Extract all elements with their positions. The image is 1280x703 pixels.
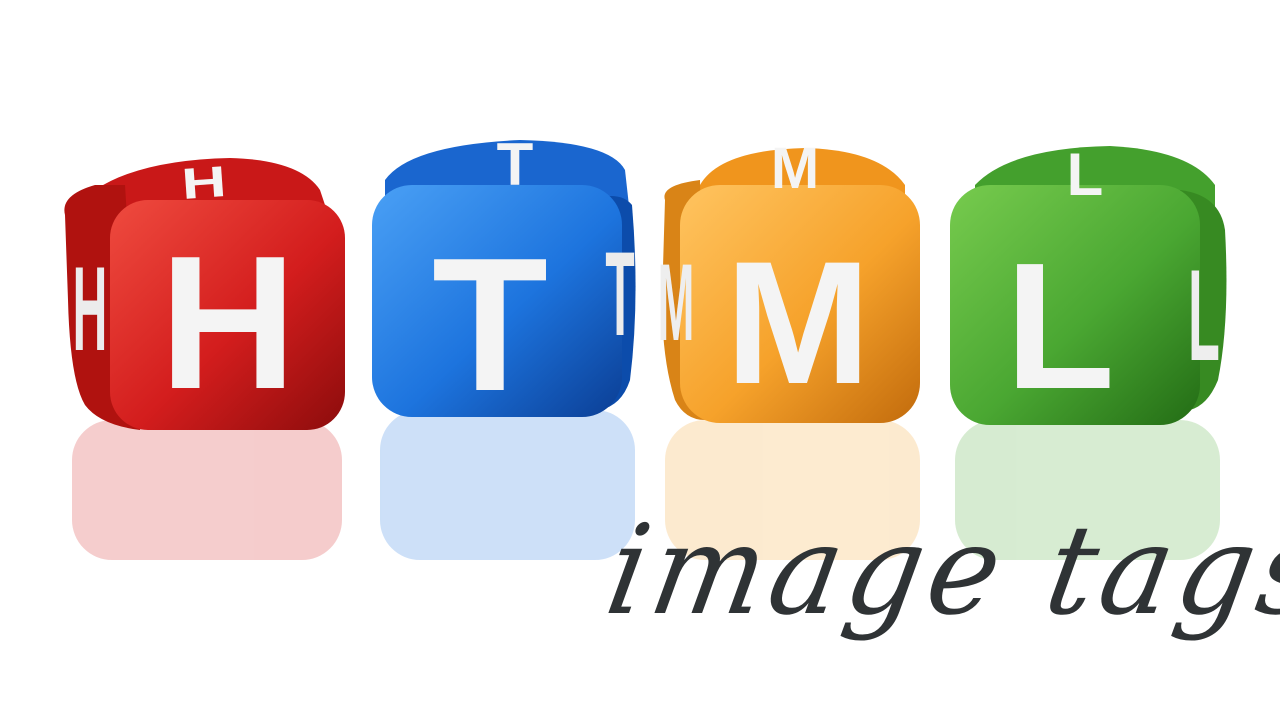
- die-t-side-letter: T: [605, 227, 634, 361]
- die-h: H H H: [64, 158, 345, 430]
- die-t: T T T: [372, 131, 636, 431]
- die-l-top-letter: L: [1067, 141, 1104, 208]
- die-h-top-letter: H: [180, 158, 228, 209]
- die-h-front-letter: H: [159, 217, 296, 429]
- die-l-front-letter: L: [1005, 226, 1115, 427]
- die-t-top-letter: T: [497, 131, 534, 198]
- die-m: M M M: [658, 136, 920, 423]
- dice-reflections: [72, 410, 1220, 560]
- die-l-side-letter: L: [1188, 242, 1220, 388]
- die-m-top-letter: M: [771, 136, 819, 201]
- caption-handwriting: image tags: [597, 497, 1280, 643]
- die-t-front-letter: T: [432, 219, 548, 431]
- die-m-front-letter: M: [725, 226, 871, 421]
- die-h-side-letter: H: [73, 242, 108, 376]
- die-l: L L L: [950, 141, 1227, 427]
- die-m-side-letter: M: [658, 240, 695, 363]
